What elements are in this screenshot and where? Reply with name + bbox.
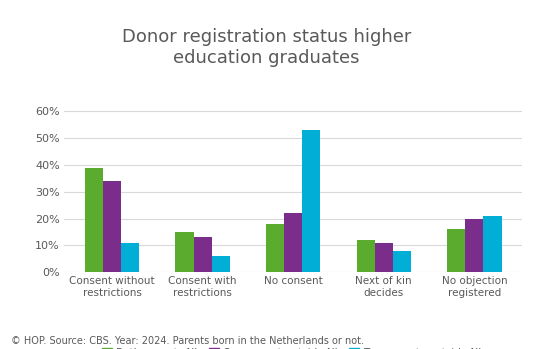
Bar	[212, 256, 230, 272]
Bar	[393, 251, 411, 272]
Bar	[447, 229, 465, 272]
Bar	[103, 181, 121, 272]
Bar	[284, 213, 302, 272]
Bar	[302, 130, 320, 272]
Bar	[85, 168, 103, 272]
Bar	[193, 237, 212, 272]
Bar	[465, 218, 483, 272]
Text: © HOP. Source: CBS. Year: 2024. Parents born in the Netherlands or not.: © HOP. Source: CBS. Year: 2024. Parents …	[11, 335, 364, 346]
Bar	[375, 243, 393, 272]
Bar	[121, 243, 139, 272]
Bar	[266, 224, 284, 272]
Bar	[483, 216, 502, 272]
Text: Donor registration status higher
education graduates: Donor registration status higher educati…	[122, 28, 411, 67]
Bar	[175, 232, 193, 272]
Bar	[357, 240, 375, 272]
Legend: Both parents NL, One parent outside NL, Two parents outside NL: Both parents NL, One parent outside NL, …	[98, 344, 489, 349]
